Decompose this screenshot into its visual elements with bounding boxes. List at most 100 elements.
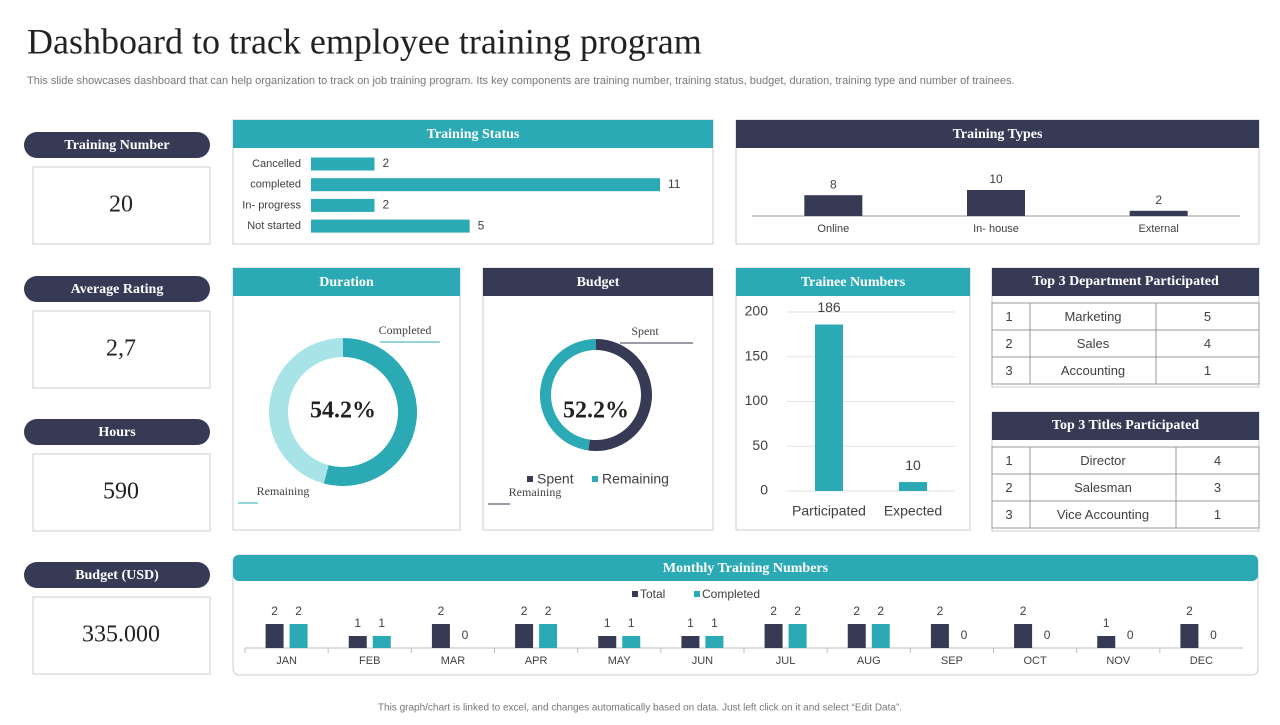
bar: [764, 624, 783, 648]
y-tick-label: 100: [745, 392, 769, 408]
table-cell: 4: [1204, 336, 1211, 351]
bar: [311, 178, 660, 192]
table-cell: 2: [1005, 336, 1012, 351]
value-label: 2: [877, 604, 884, 618]
bar: [930, 624, 949, 648]
legend-swatch: [694, 591, 700, 597]
value-label: 8: [830, 177, 837, 191]
page-title: Dashboard to track employee training pro…: [27, 21, 702, 61]
x-tick-label: APR: [525, 655, 548, 667]
value-label: 0: [1044, 628, 1051, 642]
legend-label: Remaining: [602, 471, 669, 487]
bar: [1180, 624, 1199, 648]
panel-title: Duration: [319, 275, 374, 290]
value-label: 2: [794, 604, 801, 618]
kpi-label: Training Number: [64, 138, 169, 153]
slice-label: Remaining: [509, 485, 562, 499]
bar: [265, 624, 284, 648]
table-cell: 1: [1005, 453, 1012, 468]
bar: [539, 624, 558, 648]
legend-label: Total: [640, 587, 665, 601]
kpi-pill: [24, 562, 210, 588]
donut-slice: [588, 339, 653, 452]
value-label: 2: [853, 604, 860, 618]
table-cell: 5: [1204, 309, 1211, 324]
table-row: [991, 500, 1260, 529]
slice-label: Completed: [379, 323, 432, 337]
panel-title: Trainee Numbers: [801, 275, 906, 290]
kpi-label: Budget (USD): [75, 568, 159, 583]
bar: [311, 198, 375, 212]
value-label: 1: [687, 616, 694, 630]
table-title: Top 3 Titles Participated: [1052, 418, 1199, 433]
table-row: [991, 356, 1260, 385]
bar: [815, 324, 843, 491]
x-tick-label: OCT: [1023, 655, 1047, 667]
bar: [348, 636, 367, 648]
value-label: 2: [382, 156, 389, 170]
value-label: 0: [1210, 628, 1217, 642]
table-cell: 2: [1005, 480, 1012, 495]
kpi-label: Hours: [98, 425, 136, 440]
bar: [705, 636, 724, 648]
category-label: Cancelled: [252, 158, 301, 170]
table-cell: Marketing: [1064, 309, 1121, 324]
table-title: Top 3 Department Participated: [1032, 274, 1219, 289]
table-cell: Director: [1080, 453, 1126, 468]
x-tick-label: FEB: [359, 655, 380, 667]
bar: [289, 624, 308, 648]
legend-label: Completed: [702, 587, 760, 601]
panel-header: [233, 555, 1258, 581]
table-cell: Salesman: [1074, 480, 1132, 495]
table-cell: 1: [1005, 309, 1012, 324]
value-label: 2: [545, 604, 552, 618]
value-label: 2: [382, 198, 389, 212]
value-label: 1: [1103, 616, 1110, 630]
page-subtitle: This slide showcases dashboard that can …: [27, 75, 1015, 87]
panel-title: Training Types: [953, 127, 1043, 142]
table-cell: 3: [1005, 507, 1012, 522]
kpi-value: 335.000: [82, 622, 160, 648]
category-label: In- progress: [242, 199, 301, 211]
table-cell: Accounting: [1061, 363, 1125, 378]
bar: [804, 195, 863, 216]
value-label: 11: [668, 177, 681, 191]
center-label: 54.2%: [310, 398, 376, 424]
bar: [515, 624, 534, 648]
panel-header: [736, 120, 1259, 148]
value-label: 2: [1186, 604, 1193, 618]
table-header: [992, 412, 1259, 440]
table-cell: Sales: [1077, 336, 1110, 351]
kpi-box: [32, 310, 211, 389]
value-label: 0: [462, 628, 469, 642]
x-tick-label: External: [1138, 223, 1178, 235]
value-label: 2: [521, 604, 528, 618]
donut-slice: [323, 338, 418, 487]
panel-title: Training Status: [427, 127, 520, 142]
value-label: 1: [628, 616, 635, 630]
bar: [311, 157, 375, 171]
value-label: 2: [438, 604, 445, 618]
value-label: 1: [711, 616, 718, 630]
kpi-value: 2,7: [106, 336, 136, 362]
value-label: 186: [817, 299, 841, 315]
legend-swatch: [527, 476, 533, 482]
value-label: 0: [961, 628, 968, 642]
kpi-label: Average Rating: [71, 282, 164, 297]
y-tick-label: 200: [745, 303, 769, 319]
bar: [967, 190, 1025, 216]
value-label: 2: [1155, 193, 1162, 207]
x-tick-label: NOV: [1106, 655, 1131, 667]
bar: [1014, 624, 1033, 648]
panel-title: Monthly Training Numbers: [663, 561, 829, 576]
center-label: 52.2%: [563, 398, 629, 424]
y-tick-label: 150: [745, 347, 769, 363]
x-tick-label: JUN: [692, 655, 713, 667]
kpi-value: 590: [103, 479, 139, 505]
y-tick-label: 50: [752, 437, 768, 453]
value-label: 2: [295, 604, 302, 618]
value-label: 0: [1127, 628, 1134, 642]
value-label: 1: [378, 616, 385, 630]
table-header: [992, 268, 1259, 296]
